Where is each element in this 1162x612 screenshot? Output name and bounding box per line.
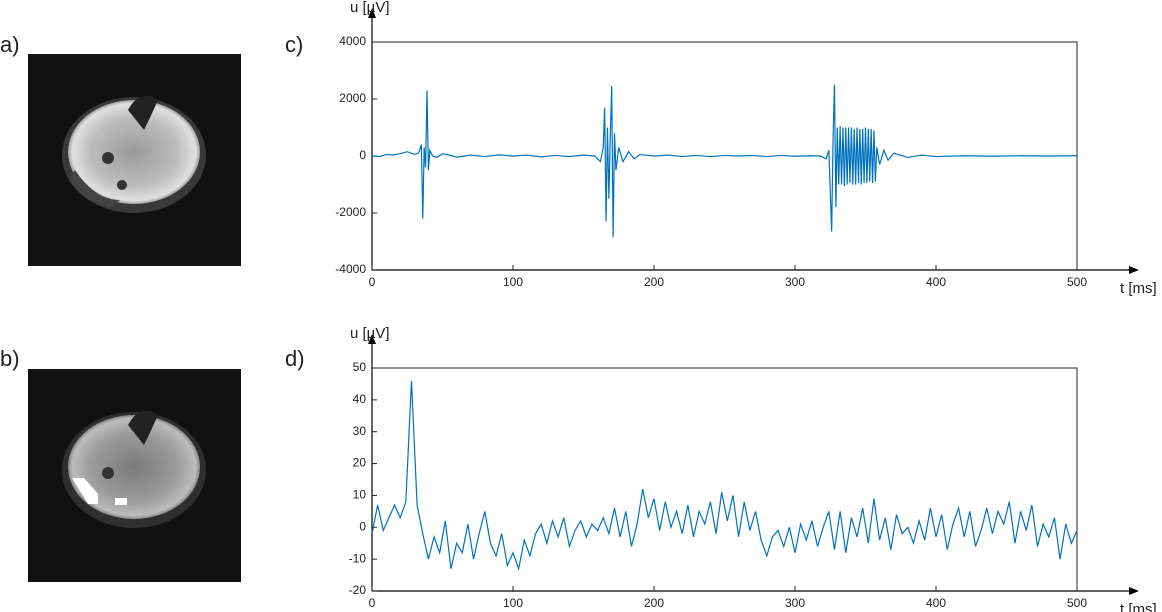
y-axis-label: u [µV] — [350, 325, 390, 342]
x-axis-label: t [ms] — [1120, 280, 1157, 297]
x-axis-arrow — [1129, 266, 1139, 274]
y-tick-label: 0 — [359, 519, 366, 533]
y-tick-label: -2000 — [335, 205, 366, 219]
x-tick-label: 400 — [926, 275, 946, 289]
y-tick-label: 20 — [353, 456, 367, 470]
x-tick-label: 300 — [785, 596, 805, 610]
y-tick-label: 40 — [353, 392, 367, 406]
panel-label: b) — [0, 346, 20, 371]
y-axis-arrow — [368, 8, 376, 18]
y-axis-label: u [µV] — [350, 0, 390, 16]
y-tick-label: 10 — [353, 488, 367, 502]
x-tick-label: 0 — [369, 275, 376, 289]
plot-frame — [371, 367, 1078, 592]
x-tick-label: 500 — [1067, 275, 1087, 289]
x-tick-label: 200 — [644, 275, 664, 289]
panel-label: a) — [0, 32, 20, 57]
x-tick-label: 100 — [503, 596, 523, 610]
x-tick-label: 300 — [785, 275, 805, 289]
y-tick-label: -10 — [349, 551, 367, 565]
x-tick-label: 400 — [926, 596, 946, 610]
x-axis-arrow — [1129, 587, 1139, 595]
x-axis-label: t [ms] — [1120, 601, 1157, 612]
panel-label: d) — [285, 346, 305, 371]
y-tick-label: 2000 — [339, 91, 366, 105]
y-tick-label: -4000 — [335, 262, 366, 276]
y-tick-label: 0 — [359, 148, 366, 162]
data-line — [371, 380, 1078, 571]
y-tick-label: -20 — [349, 583, 367, 597]
y-tick-label: 4000 — [339, 34, 366, 48]
y-axis-arrow — [368, 334, 376, 344]
data-line — [371, 84, 1078, 238]
x-tick-label: 100 — [503, 275, 523, 289]
x-tick-label: 200 — [644, 596, 664, 610]
x-tick-label: 0 — [369, 596, 376, 610]
y-tick-label: 30 — [353, 424, 367, 438]
mri-image — [28, 369, 241, 582]
mri-image — [28, 54, 241, 266]
y-tick-label: 50 — [353, 360, 367, 374]
panel-label: c) — [285, 32, 303, 57]
x-tick-label: 500 — [1067, 596, 1087, 610]
